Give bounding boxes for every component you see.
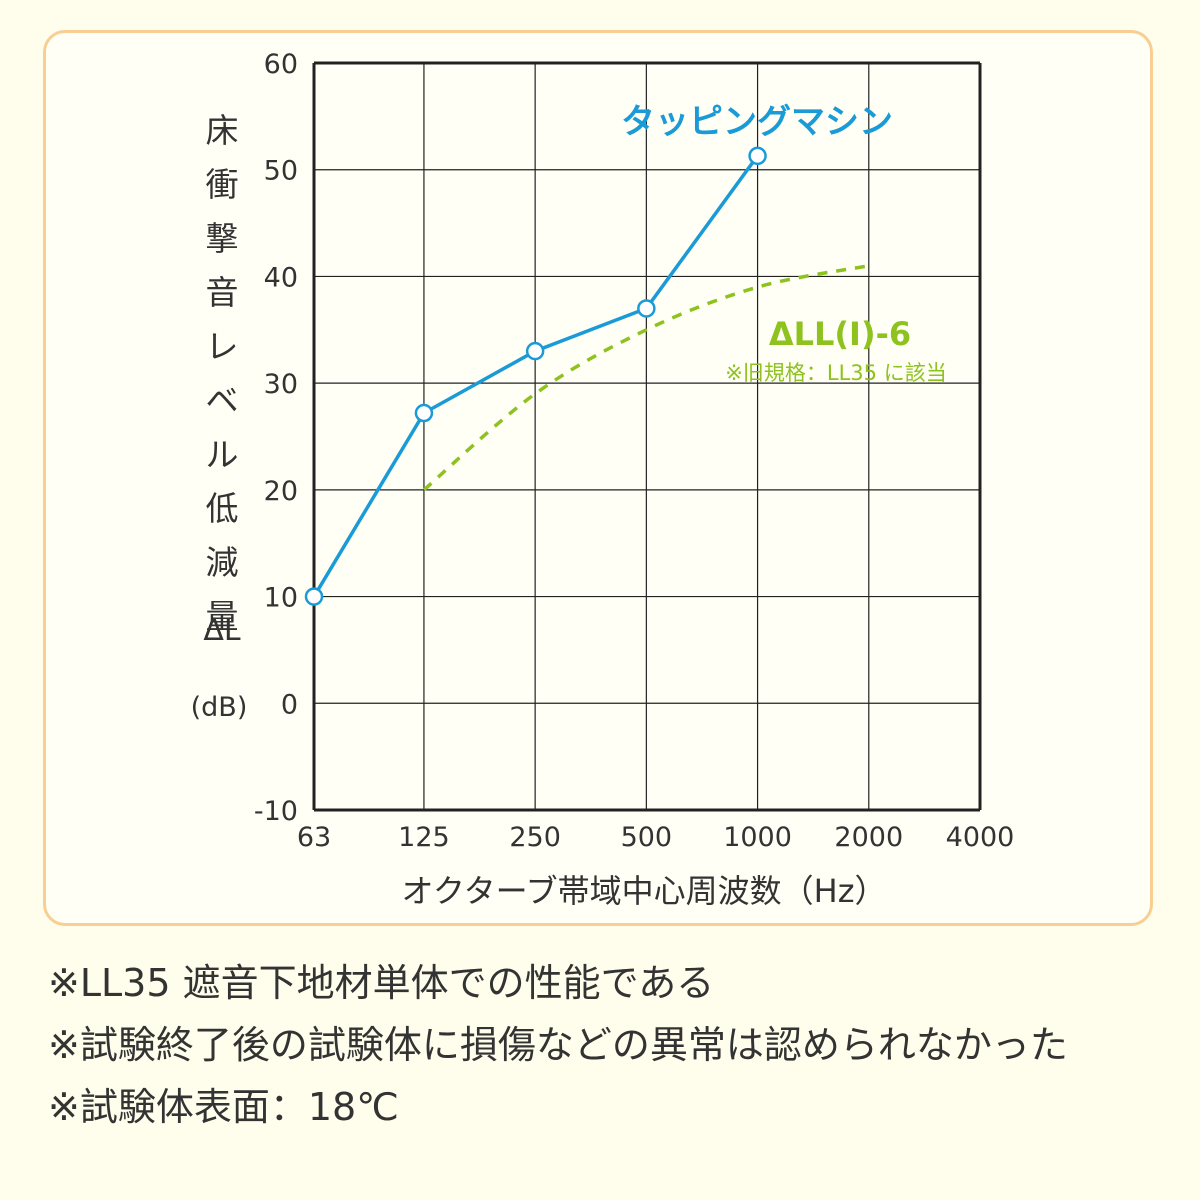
y-axis-label-char: ル xyxy=(206,435,239,474)
x-tick-label: 500 xyxy=(621,822,673,853)
data-point-tapping xyxy=(304,587,324,606)
y-axis-unit: (dB) xyxy=(191,692,248,723)
y-axis-label-char: 量 xyxy=(206,597,239,636)
series-label-dll: ΔLL(Ⅰ)-6 xyxy=(769,315,911,353)
y-axis-label-char: レ xyxy=(206,327,239,366)
footnotes: ※LL35 遮音下地材単体での性能である ※試験終了後の試験体に損傷などの異常は… xyxy=(48,952,1168,1138)
series-note-dll: ※旧規格：LL35 に該当 xyxy=(725,361,946,385)
series-line-tapping xyxy=(312,154,759,598)
y-tick-label: 40 xyxy=(264,262,298,293)
y-tick-label: 50 xyxy=(264,156,298,187)
grid xyxy=(312,61,982,812)
frequency-chart: -10 0 10 20 30 40 50 60 63 125 250 500 1000 2000 4000… xyxy=(191,49,1015,910)
x-tick-labels: 63 125 250 500 1000 2000 4000 xyxy=(297,822,1015,853)
y-axis-label-char: 撃 xyxy=(206,219,239,258)
y-tick-label: 30 xyxy=(264,369,298,400)
y-tick-label: 20 xyxy=(264,476,298,507)
x-axis-label: オクターブ帯域中心周波数（Hz） xyxy=(401,872,886,910)
x-tick-label: 4000 xyxy=(946,822,1015,853)
series-line-dll xyxy=(422,264,870,492)
y-tick-label: 10 xyxy=(264,583,298,614)
footnote-1: ※LL35 遮音下地材単体での性能である xyxy=(48,961,715,1005)
y-axis-label-char: 衝 xyxy=(206,165,239,204)
y-axis-label-char: 低 xyxy=(206,489,239,528)
x-tick-label: 250 xyxy=(509,822,561,853)
chart-panel xyxy=(43,30,1153,926)
y-axis-symbol: ΔL xyxy=(203,613,241,648)
y-tick-labels: -10 0 10 20 30 40 50 60 xyxy=(254,49,298,827)
y-axis-label-char: 減 xyxy=(206,543,239,582)
x-tick-label: 125 xyxy=(398,822,450,853)
series-label-tapping: タッピングマシン xyxy=(621,102,893,142)
x-tick-label: 2000 xyxy=(834,822,903,853)
data-point-tapping xyxy=(748,146,767,166)
y-axis-label-char: 音 xyxy=(206,273,239,312)
series-layer xyxy=(304,146,870,606)
footnote-3: ※試験体表面：18℃ xyxy=(48,1085,399,1129)
data-point-tapping xyxy=(525,341,545,361)
y-tick-label: 0 xyxy=(281,689,298,720)
data-point-tapping xyxy=(414,403,434,423)
x-tick-label: 1000 xyxy=(723,822,792,853)
data-point-tapping xyxy=(637,299,656,318)
x-tick-label: 63 xyxy=(297,822,331,853)
y-tick-label: 60 xyxy=(264,49,298,80)
footnote-2: ※試験終了後の試験体に損傷などの異常は認められなかった xyxy=(48,1023,1068,1067)
y-tick-label: -10 xyxy=(254,796,298,827)
y-axis-label-char: 床 xyxy=(206,111,239,150)
y-axis-label-char: ベ xyxy=(206,381,239,420)
